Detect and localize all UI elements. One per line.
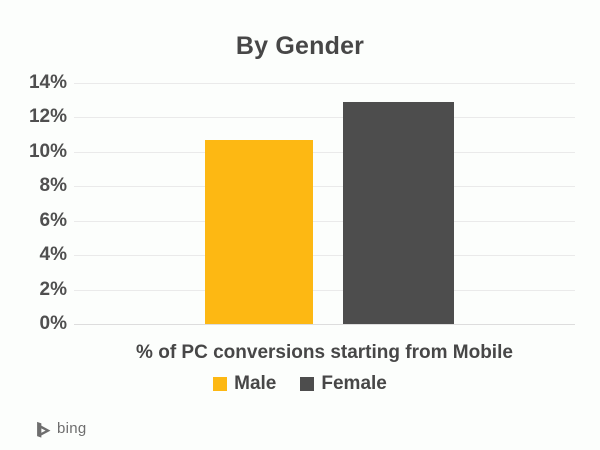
gridline xyxy=(74,255,575,256)
bar-male xyxy=(205,140,313,324)
bing-logo: bing xyxy=(36,420,87,438)
legend-label: Male xyxy=(234,373,277,394)
gridline xyxy=(74,83,575,84)
gridline xyxy=(74,152,575,153)
y-axis-tick-label: 2% xyxy=(39,279,67,300)
y-axis-tick-label: 0% xyxy=(39,313,67,334)
y-axis-tick-label: 10% xyxy=(28,141,67,162)
legend: Male Female xyxy=(0,373,600,395)
legend-item-male: Male xyxy=(213,373,276,395)
legend-swatch-male xyxy=(213,377,228,391)
bing-logo-text: bing xyxy=(57,420,87,437)
y-axis-tick-label: 14% xyxy=(28,72,67,93)
y-axis: 14% 12% 10% 8% 6% 4% 2% 0% xyxy=(0,73,67,334)
y-axis-tick-label: 4% xyxy=(39,244,67,265)
gridline xyxy=(74,290,575,291)
legend-item-female: Female xyxy=(300,373,387,395)
bar-female xyxy=(343,102,454,324)
gridline xyxy=(74,186,575,187)
gridline xyxy=(74,324,575,325)
legend-label: Female xyxy=(321,373,387,394)
gridline xyxy=(74,117,575,118)
plot-area xyxy=(74,83,575,325)
y-axis-tick-label: 12% xyxy=(28,106,67,127)
gridline xyxy=(74,221,575,222)
legend-swatch-female xyxy=(300,377,315,391)
bing-icon xyxy=(37,421,51,438)
y-axis-tick-label: 8% xyxy=(39,175,67,196)
x-axis-title: % of PC conversions starting from Mobile xyxy=(136,342,513,363)
chart-title: By Gender xyxy=(235,32,365,60)
y-axis-tick-label: 6% xyxy=(39,210,67,231)
